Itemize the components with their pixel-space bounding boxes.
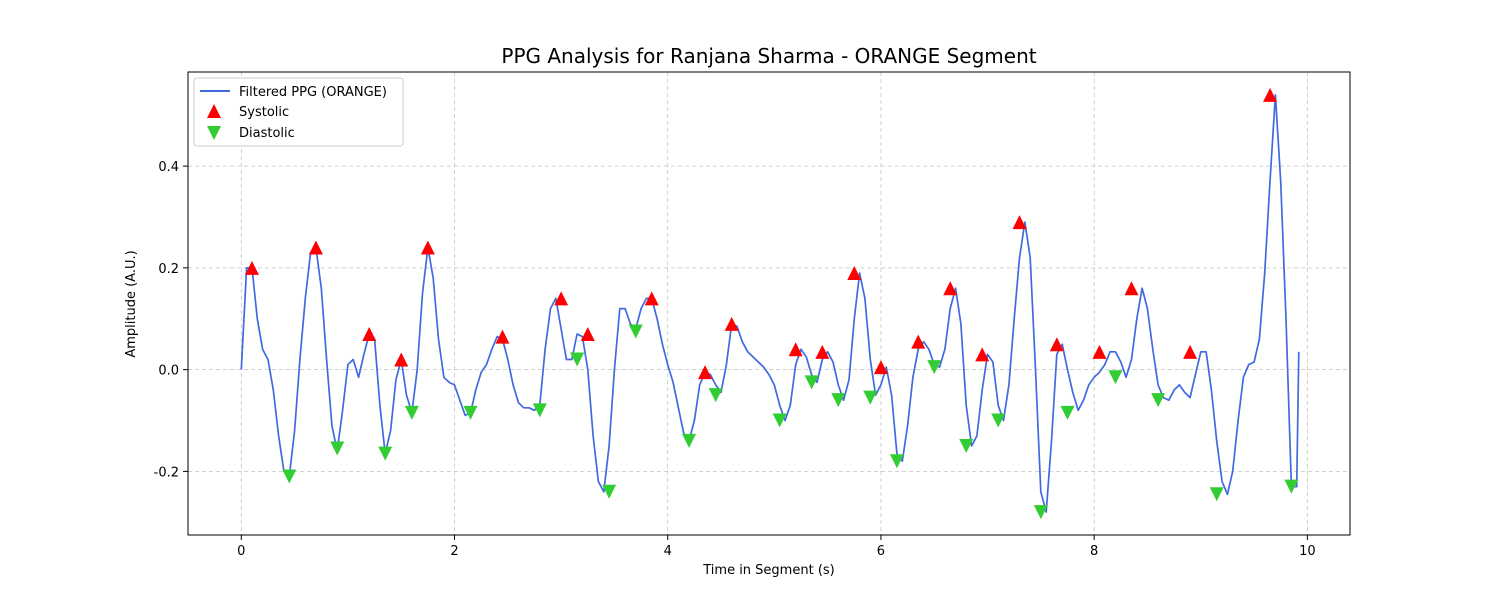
diastolic-marker [330, 441, 345, 456]
systolic-marker [1092, 344, 1107, 359]
ppg-signal-line [240, 94, 1300, 513]
diastolic-marker [1060, 405, 1075, 420]
diastolic-marker [1209, 487, 1224, 502]
diastolic-marker [991, 413, 1006, 428]
diastolic-marker [804, 375, 819, 390]
systolic-marker [495, 329, 510, 344]
x-tick-label: 8 [1090, 544, 1098, 559]
grid [188, 72, 1350, 535]
diastolic-marker [831, 393, 846, 408]
systolic-marker [724, 316, 739, 331]
diastolic-marker [889, 454, 904, 469]
legend-label-filtered: Filtered PPG (ORANGE) [239, 85, 387, 100]
diastolic-marker [772, 413, 787, 428]
legend-diastolic-marker [207, 126, 221, 140]
x-tick-label: 2 [450, 544, 458, 559]
y-tick-label: 0.0 [158, 364, 179, 379]
systolic-marker [554, 291, 569, 306]
systolic-marker [815, 344, 830, 359]
y-tick-label: 0.4 [158, 160, 179, 175]
systolic-marker [244, 260, 259, 275]
systolic-marker [580, 327, 595, 342]
diastolic-marker [1151, 393, 1166, 408]
systolic-marker [873, 360, 888, 375]
plot-frame [187, 71, 1351, 536]
diastolic-marker [282, 469, 297, 484]
systolic-marker [1263, 87, 1278, 102]
systolic-marker [420, 240, 435, 255]
diastolic-marker [404, 405, 419, 420]
x-tick-label: 0 [237, 544, 245, 559]
diastolic-markers [282, 324, 1299, 520]
legend-label-systolic: Systolic [239, 105, 289, 120]
diastolic-marker [602, 484, 617, 499]
x-tick-label: 6 [877, 544, 885, 559]
systolic-marker [1012, 215, 1027, 230]
diastolic-marker [570, 352, 585, 367]
x-tick-label: 4 [664, 544, 672, 559]
series-layer [240, 87, 1300, 520]
systolic-marker [975, 347, 990, 362]
y-tick-label: -0.2 [154, 465, 179, 480]
legend-box [193, 77, 404, 147]
systolic-marker [911, 334, 926, 349]
diastolic-marker [959, 438, 974, 453]
systolic-marker [788, 342, 803, 357]
systolic-marker [644, 291, 659, 306]
systolic-marker [362, 327, 377, 342]
systolic-marker [308, 240, 323, 255]
systolic-marker [1183, 344, 1198, 359]
systolic-marker [698, 365, 713, 380]
systolic-marker [1049, 337, 1064, 352]
axis-ticks: 0 2 4 6 8 10 -0.2 0.0 0.2 0.4 [154, 160, 1316, 559]
diastolic-marker [682, 433, 697, 448]
diastolic-marker [708, 388, 723, 403]
systolic-marker [394, 352, 409, 367]
chart-title: PPG Analysis for Ranjana Sharma - ORANGE… [501, 44, 1036, 68]
x-tick-label: 10 [1299, 544, 1316, 559]
y-axis-label: Amplitude (A.U.) [124, 250, 139, 357]
legend: Filtered PPG (ORANGE) Systolic Diastolic [193, 77, 404, 147]
systolic-marker [847, 265, 862, 280]
diastolic-marker [1284, 479, 1299, 494]
diastolic-marker [927, 360, 942, 375]
diastolic-marker [378, 446, 393, 461]
diastolic-marker [1033, 505, 1048, 520]
diastolic-marker [628, 324, 643, 339]
systolic-marker [943, 281, 958, 296]
diastolic-marker [463, 405, 478, 420]
x-axis-label: Time in Segment (s) [702, 563, 834, 578]
systolic-markers [244, 87, 1278, 380]
diastolic-marker [863, 390, 878, 405]
systolic-marker [1124, 281, 1139, 296]
y-tick-label: 0.2 [158, 262, 179, 277]
legend-systolic-marker [207, 104, 221, 118]
legend-label-diastolic: Diastolic [239, 126, 295, 141]
diastolic-marker [1108, 370, 1123, 385]
diastolic-marker [532, 403, 547, 418]
